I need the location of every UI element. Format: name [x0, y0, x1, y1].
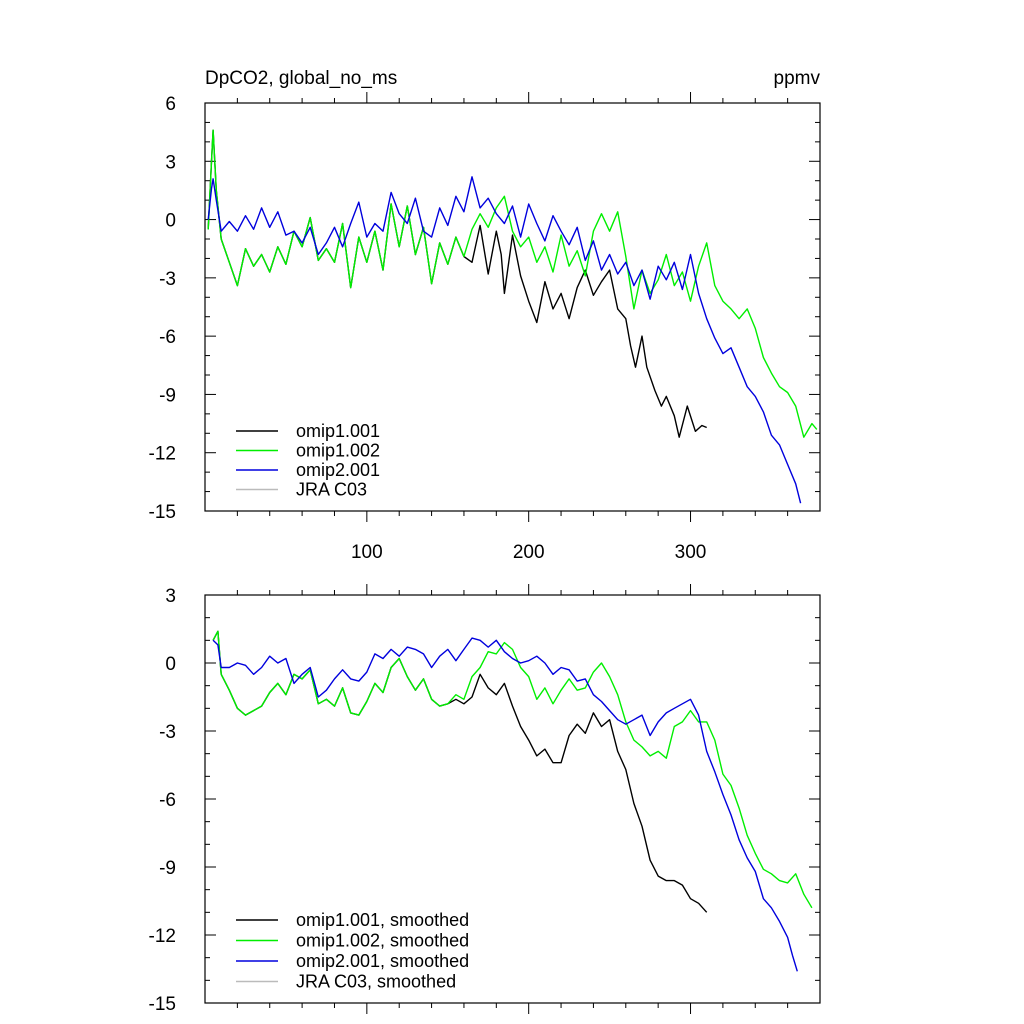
chart-title-right: ppmv [774, 68, 821, 89]
bottom-panel: 3 0 -3 -6 -9 -12 -15 omip1.001, smoothedomip1.0… [149, 584, 821, 1015]
legend-label-0-0: omip1.001 [296, 421, 380, 441]
ytick-label-1: -6 [159, 790, 176, 811]
ytick-label-1: -3 [159, 722, 176, 743]
legend-label-1-1: omip1.002, smoothed [296, 931, 469, 951]
ytick-label-0: 6 [165, 94, 176, 115]
series-line-omip2-001 [207, 176, 802, 504]
ytick-label-0: -12 [149, 444, 176, 465]
ytick-label-1: -9 [159, 858, 176, 879]
ytick-label-0: -9 [159, 385, 176, 406]
ytick-label-0: -3 [159, 269, 176, 290]
xtick-label-0: 100 [351, 542, 383, 563]
xtick-label-0: 300 [675, 542, 707, 563]
ytick-label-1: -12 [149, 926, 176, 947]
chart-title-left: DpCO2, global_no_ms [205, 68, 397, 89]
ytick-label-0: 3 [165, 152, 176, 173]
legend-label-1-3: JRA C03, smoothed [296, 972, 456, 992]
ytick-label-1: 0 [165, 654, 176, 675]
legend-label-0-1: omip1.002 [296, 441, 380, 461]
ytick-label-0: -6 [159, 327, 176, 348]
ytick-label-0: -15 [149, 502, 176, 523]
legend-label-1-0: omip1.001, smoothed [296, 910, 469, 930]
series-line-omip1-001 [207, 129, 707, 438]
ytick-label-1: -15 [149, 994, 176, 1015]
series-line-omip1-002 [207, 129, 818, 438]
legend-label-0-3: JRA C03 [296, 480, 367, 500]
legend-label-0-2: omip2.001 [296, 460, 380, 480]
xtick-label-0: 200 [513, 542, 545, 563]
top-panel: 6 3 0 -3 -6 -9 -12 -15 100 200 300 omip1.001omip1.0… [149, 92, 821, 563]
ytick-label-0: 0 [165, 211, 176, 232]
series-line-omip1-001-smoothed [212, 630, 708, 913]
series-line-omip2-001-smoothed [212, 637, 798, 972]
series-line-omip1-002-smoothed [212, 630, 813, 909]
plot-frame-0 [204, 102, 821, 512]
legend-label-1-2: omip2.001, smoothed [296, 951, 469, 971]
ytick-label-1: 3 [165, 586, 176, 607]
